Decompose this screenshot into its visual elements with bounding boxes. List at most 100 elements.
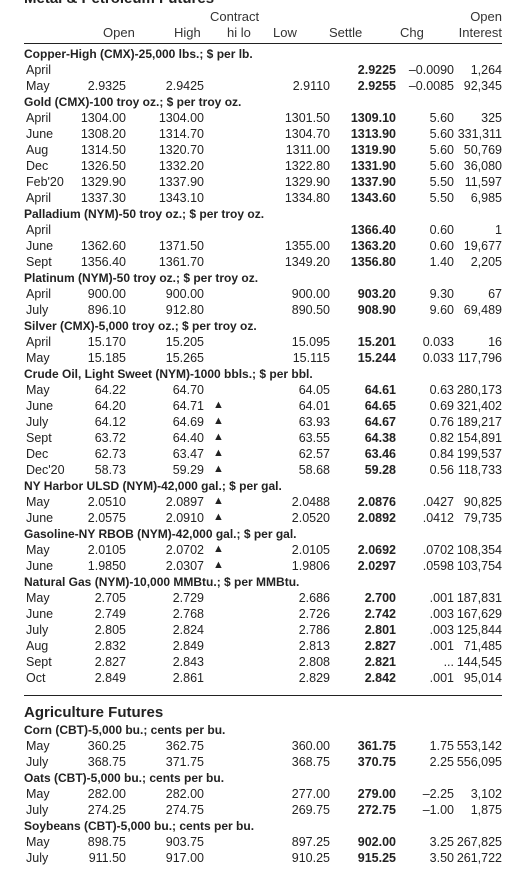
col-high-header: High	[174, 25, 201, 40]
table-row: May 15.185 15.265 15.115 15.244 0.033 117,796	[24, 350, 502, 366]
cell-settle: 915.25	[357, 851, 396, 865]
cell-high: 900.00	[165, 287, 204, 301]
cell-high: 2.0897	[165, 495, 204, 509]
cell-settle: 1343.60	[350, 191, 396, 205]
cell-open: 1304.00	[80, 111, 126, 125]
cell-open: 2.849	[94, 671, 126, 685]
cell-chg: 3.25	[429, 835, 454, 849]
header-row-columns: Open High hi lo Low Settle Chg Interest	[24, 24, 502, 44]
cell-high: 1343.10	[158, 191, 204, 205]
table-row: Aug 1314.50 1320.70 1311.00 1319.90 5.60 50,76…	[24, 142, 502, 158]
cell-open-interest: 3,102	[470, 787, 502, 801]
cell-low: 1355.00	[284, 239, 330, 253]
cell-chg: 0.69	[429, 399, 454, 413]
cell-chg: 5.60	[429, 159, 454, 173]
cell-month: May	[26, 79, 50, 93]
cell-low: 2.786	[298, 623, 330, 637]
cell-low: 1322.80	[284, 159, 330, 173]
cell-low: 63.93	[298, 415, 330, 429]
cell-open-interest: 189,217	[456, 415, 502, 429]
agriculture-body: Corn (CBT)-5,000 bu.; cents per bu. May 36…	[24, 722, 502, 866]
cell-high: 15.205	[165, 335, 204, 349]
table-row: Dec 62.73 63.47 ▲ 62.57 63.46 0.84 199,537	[24, 446, 502, 462]
hi-lo-triangle-icon: ▲	[213, 463, 224, 475]
cell-settle: 15.201	[357, 335, 396, 349]
cell-low: 2.829	[298, 671, 330, 685]
cell-month: May	[26, 543, 50, 557]
cell-month: Sept	[26, 431, 52, 445]
cell-open: 2.832	[94, 639, 126, 653]
contract-name: Gold (CMX)-100 troy oz.; $ per troy oz.	[24, 95, 242, 109]
cell-settle: 272.75	[357, 803, 396, 817]
col-hilo-header: hi lo	[227, 25, 251, 40]
cell-low: 1304.70	[284, 127, 330, 141]
header-row-top: Contract Open	[24, 8, 502, 24]
cell-high: 64.69	[172, 415, 204, 429]
cell-low: 900.00	[291, 287, 330, 301]
cell-open-interest: 95,014	[463, 671, 502, 685]
col-interest-header: Interest	[458, 25, 502, 40]
cell-open: 1308.20	[80, 127, 126, 141]
cell-open-interest: 6,985	[470, 191, 502, 205]
cell-chg: .001	[429, 639, 454, 653]
contract-name: Soybeans (CBT)-5,000 bu.; cents per bu.	[24, 819, 255, 833]
col-low-header: Low	[273, 25, 297, 40]
hi-lo-triangle-icon: ▲	[213, 495, 224, 507]
cell-open-interest: 267,825	[456, 835, 502, 849]
cell-low: 2.813	[298, 639, 330, 653]
cell-month: June	[26, 239, 54, 253]
table-row: June 2.0575 2.0910 ▲ 2.0520 2.0892 .0412 79,735	[24, 510, 502, 526]
cell-chg: 5.50	[429, 175, 454, 189]
cell-open: 911.50	[88, 851, 126, 865]
cell-open-interest: 36,080	[463, 159, 502, 173]
cell-month: May	[26, 591, 50, 605]
cell-chg: –2.25	[422, 787, 454, 801]
table-row: July 911.50 917.00 910.25 915.25 3.50 261,722	[24, 850, 502, 866]
cell-high: 2.0910	[165, 511, 204, 525]
table-row: July 368.75 371.75 368.75 370.75 2.25 556,095	[24, 754, 502, 770]
hi-lo-triangle-icon: ▲	[213, 415, 224, 427]
cell-month: July	[26, 623, 49, 637]
cell-open: 896.10	[87, 303, 126, 317]
cell-month: July	[26, 755, 49, 769]
cell-low: 63.55	[298, 431, 330, 445]
cell-open-interest: 92,345	[463, 79, 502, 93]
cell-chg: 0.76	[429, 415, 454, 429]
cell-low: 58.68	[298, 463, 330, 477]
cell-settle: 903.20	[357, 287, 396, 301]
cell-open-interest: 167,629	[456, 607, 502, 621]
cell-month: May	[26, 383, 50, 397]
cell-high: 2.729	[172, 591, 204, 605]
contract-name: NY Harbor ULSD (NYM)-42,000 gal.; $ per …	[24, 479, 282, 493]
hi-lo-triangle-icon: ▲	[213, 511, 224, 523]
hi-lo-triangle-icon: ▲	[213, 431, 224, 443]
contract-name: Silver (CMX)-5,000 troy oz.; $ per troy …	[24, 319, 257, 333]
cell-chg: 3.50	[429, 851, 454, 865]
cell-open-interest: 16	[488, 335, 502, 349]
cell-open-interest: 261,722	[456, 851, 502, 865]
cell-low: 15.115	[292, 351, 330, 365]
cell-month: Sept	[26, 255, 52, 269]
cell-month: April	[26, 335, 52, 349]
cell-open: 62.73	[94, 447, 126, 461]
cell-settle: 1331.90	[350, 159, 396, 173]
table-row: May 2.705 2.729 2.686 2.700 .001 187,831	[24, 590, 502, 606]
contract-name: Natural Gas (NYM)-10,000 MMBtu.; $ per M…	[24, 575, 300, 589]
cell-chg: .0598	[422, 559, 454, 573]
table-row: Oct 2.849 2.861 2.829 2.842 .001 95,014	[24, 670, 502, 686]
hi-lo-triangle-icon: ▲	[213, 399, 224, 411]
cell-month: June	[26, 607, 54, 621]
cell-month: May	[26, 495, 50, 509]
cell-chg: 0.60	[429, 223, 454, 237]
contract-name: Palladium (NYM)-50 troy oz.; $ per troy …	[24, 207, 265, 221]
cell-settle: 361.75	[357, 739, 396, 753]
table-row: May 64.22 64.70 64.05 64.61 0.63 280,173	[24, 382, 502, 398]
cell-chg: 0.60	[429, 239, 454, 253]
cell-low: 368.75	[291, 755, 330, 769]
cell-month: April	[26, 111, 52, 125]
cell-settle: 2.9225	[357, 63, 396, 77]
table-row: May 360.25 362.75 360.00 361.75 1.75 553,142	[24, 738, 502, 754]
cell-settle: 2.842	[364, 671, 396, 685]
cell-low: 1301.50	[284, 111, 330, 125]
cell-chg: –0.0085	[408, 79, 454, 93]
